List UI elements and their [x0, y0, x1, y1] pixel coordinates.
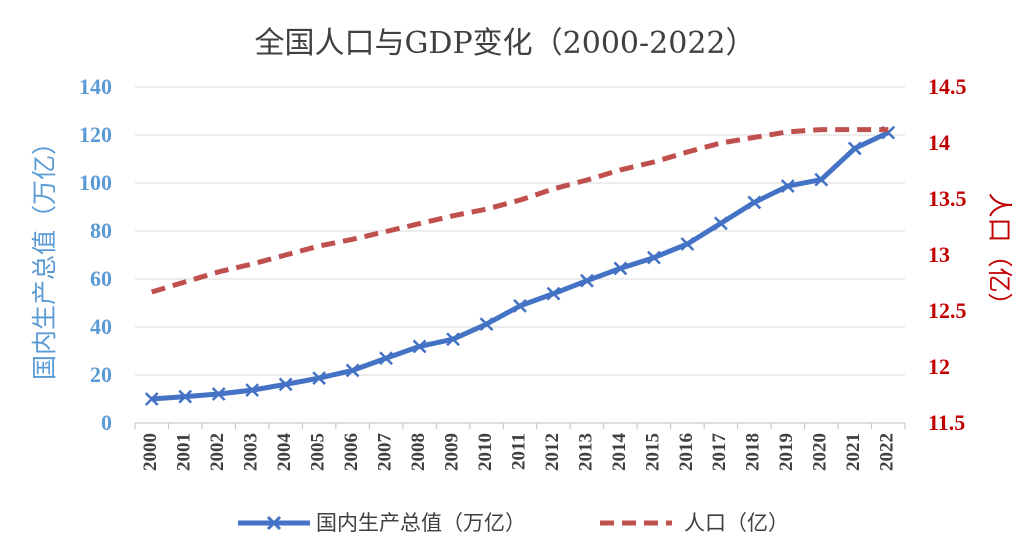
x-tick-label: 2011	[508, 433, 529, 470]
legend-population-label: 人口（亿）	[684, 511, 789, 535]
x-tick-label: 2012	[542, 433, 563, 471]
data-point	[312, 371, 327, 386]
data-point	[144, 392, 159, 406]
legend-gdp: 国内生产总值（万亿）	[238, 511, 526, 535]
data-point	[345, 363, 360, 378]
data-point	[747, 195, 762, 210]
data-point	[178, 389, 193, 404]
x-tick-label: 2018	[743, 433, 764, 471]
data-point	[814, 172, 829, 187]
data-point	[446, 332, 460, 347]
data-point	[245, 383, 260, 398]
x-tick-label: 2016	[676, 433, 697, 471]
x-tick-label: 2004	[274, 433, 295, 472]
right-axis-ticks: 11.5 12 12.5 13 13.5 14 14.5	[928, 74, 967, 435]
x-tick-label: 2006	[341, 433, 362, 471]
left-tick-label: 140	[79, 74, 112, 99]
right-axis-label: 人口（亿）	[985, 192, 1014, 317]
data-point	[211, 387, 226, 401]
data-point	[479, 317, 494, 332]
left-tick-label: 80	[90, 218, 112, 243]
x-tick-label: 2013	[575, 433, 596, 471]
left-axis-ticks: 0 20 40 60 80 100 120 140	[79, 74, 112, 435]
series-line	[151, 130, 890, 402]
data-point	[412, 339, 427, 354]
right-tick-label: 11.5	[928, 410, 965, 435]
right-tick-label: 14	[928, 130, 950, 155]
data-point	[379, 351, 393, 366]
left-tick-label: 120	[79, 122, 112, 147]
x-tick-label: 2005	[307, 433, 328, 471]
legend-gdp-label: 国内生产总值（万亿）	[316, 511, 526, 535]
data-point	[513, 298, 527, 313]
x-tick-label: 2007	[374, 433, 395, 472]
data-point	[847, 141, 862, 156]
data-point	[713, 216, 728, 231]
x-tick-label: 2008	[408, 433, 429, 471]
right-tick-label: 12.5	[928, 298, 967, 323]
series-line	[150, 127, 889, 295]
x-tick-label: 2010	[475, 433, 496, 471]
right-tick-label: 12	[928, 354, 950, 379]
data-point	[780, 179, 795, 194]
legend-population: 人口（亿）	[600, 511, 789, 535]
right-tick-label: 13	[928, 242, 950, 267]
right-tick-label: 13.5	[928, 186, 967, 211]
x-tick-label: 2022	[877, 433, 898, 471]
data-point	[647, 250, 661, 265]
left-tick-label: 60	[90, 266, 112, 291]
x-tick-label: 2000	[140, 433, 161, 471]
data-point	[278, 377, 293, 392]
data-point	[546, 286, 561, 301]
left-tick-label: 0	[101, 410, 112, 435]
legend: 国内生产总值（万亿） 人口（亿）	[238, 511, 789, 535]
data-point	[680, 237, 695, 251]
x-tick-label: 2001	[174, 433, 195, 471]
x-tick-label: 2021	[843, 433, 864, 471]
gridlines	[135, 86, 905, 376]
left-tick-label: 20	[90, 362, 112, 387]
x-tick-label: 2017	[709, 433, 730, 472]
left-axis-label: 国内生产总值（万亿）	[30, 130, 59, 380]
x-tick-label: 2019	[776, 433, 797, 471]
data-point	[580, 273, 594, 288]
x-axis-ticks: 2000 2001 2002 2003 2004 2005 2006 2007 2008 2009…	[134, 423, 906, 472]
legend-gdp-marker	[266, 515, 282, 531]
x-tick-label: 2003	[241, 433, 262, 471]
right-tick-label: 14.5	[928, 74, 967, 99]
x-tick-label: 2015	[642, 433, 663, 471]
left-tick-label: 40	[90, 314, 112, 339]
x-tick-label: 2002	[207, 433, 228, 471]
x-tick-label: 2014	[609, 433, 630, 472]
series	[144, 125, 896, 406]
x-tick-label: 2009	[441, 433, 462, 471]
chart-title: 全国人口与GDP变化（2000-2022）	[254, 26, 755, 61]
left-tick-label: 100	[79, 170, 112, 195]
x-tick-label: 2020	[810, 433, 831, 471]
data-point	[613, 261, 628, 276]
